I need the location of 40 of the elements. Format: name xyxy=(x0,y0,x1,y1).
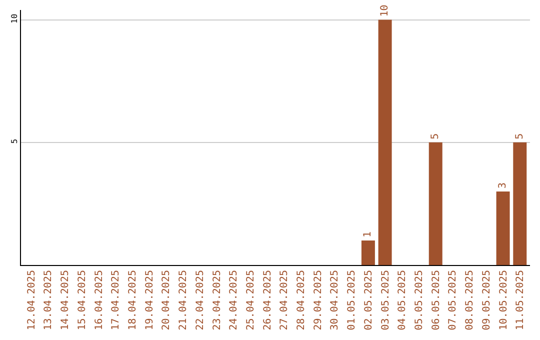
bar xyxy=(361,240,375,265)
x-tick-label: 15.04.2025 xyxy=(76,270,88,330)
data-label: 10 xyxy=(380,4,391,17)
x-tick-label: 06.05.2025 xyxy=(430,270,442,330)
data-label: 5 xyxy=(514,133,526,140)
x-tick-label: 21.04.2025 xyxy=(178,270,190,330)
data-label: 3 xyxy=(498,182,509,188)
x-tick-label: 22.04.2025 xyxy=(194,270,206,330)
x-tick-label: 11.05.2025 xyxy=(515,270,526,330)
x-tick-label: 01.05.2025 xyxy=(346,270,358,330)
x-tick-label: 30.04.2025 xyxy=(330,270,341,330)
x-tick-label: 19.04.2025 xyxy=(144,270,156,330)
bar xyxy=(496,191,510,265)
x-tick-label: 09.05.2025 xyxy=(481,270,492,330)
x-tick-label: 24.04.2025 xyxy=(228,270,240,330)
x-tick-label: 23.04.2025 xyxy=(212,270,223,330)
x-tick-label: 03.05.2025 xyxy=(380,270,392,330)
x-tick-label: 04.05.2025 xyxy=(397,270,408,330)
x-tick-label: 27.04.2025 xyxy=(279,270,290,330)
x-tick-label: 26.04.2025 xyxy=(262,270,274,330)
x-tick-label: 08.05.2025 xyxy=(464,270,476,330)
x-tick-label: 14.04.2025 xyxy=(60,270,72,330)
bar xyxy=(428,142,442,265)
x-tick-label: 18.04.2025 xyxy=(127,270,138,330)
x-tick-label: 10.05.2025 xyxy=(498,270,510,330)
data-label: 1 xyxy=(362,231,374,238)
x-tick-label: 29.04.2025 xyxy=(312,270,324,330)
x-tick-label: 07.05.2025 xyxy=(448,270,459,330)
x-tick-label: 05.05.2025 xyxy=(414,270,426,330)
data-label: 5 xyxy=(430,133,442,140)
bar xyxy=(513,142,527,265)
x-tick-label: 16.04.2025 xyxy=(94,270,105,330)
x-tick-label: 12.04.2025 xyxy=(26,270,38,330)
x-tick-label: 20.04.2025 xyxy=(161,270,172,330)
x-tick-label: 17.04.2025 xyxy=(110,270,122,330)
x-tick-label: 02.05.2025 xyxy=(363,270,374,330)
bar xyxy=(378,20,392,265)
x-tick-label: 25.04.2025 xyxy=(245,270,256,330)
x-tick-label: 28.04.2025 xyxy=(296,270,308,330)
x-tick-label: 13.04.2025 xyxy=(43,270,54,330)
